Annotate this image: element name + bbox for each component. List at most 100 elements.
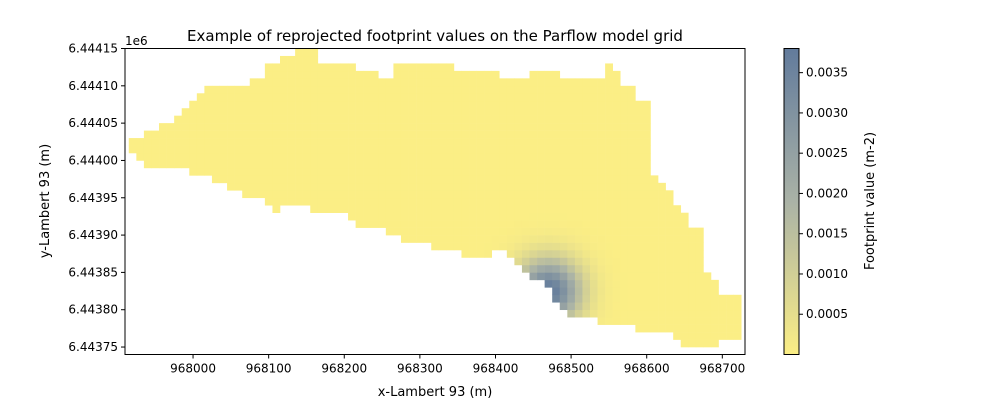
heatmap-cell — [370, 85, 379, 94]
heatmap-cell — [582, 227, 591, 236]
heatmap-cell — [680, 227, 689, 236]
heatmap-cell — [469, 235, 477, 243]
heatmap-cell — [544, 242, 553, 251]
heatmap-cell — [423, 63, 432, 72]
heatmap-cell — [582, 302, 591, 311]
heatmap-cell — [249, 175, 258, 184]
heatmap-cell — [211, 100, 220, 109]
heatmap-cell — [242, 160, 251, 169]
heatmap-cell — [317, 123, 326, 131]
heatmap-cell — [242, 167, 251, 176]
heatmap-cell — [521, 123, 530, 131]
heatmap-cell — [416, 190, 424, 199]
heatmap-cell — [544, 212, 553, 221]
heatmap-cell — [642, 108, 651, 116]
heatmap-cell — [559, 250, 568, 258]
heatmap-cell — [393, 160, 402, 169]
heatmap-cell — [590, 100, 598, 109]
heatmap-cell — [582, 257, 591, 266]
heatmap-cell — [469, 93, 477, 102]
heatmap-cell — [574, 160, 583, 169]
heatmap-cell — [378, 152, 387, 161]
heatmap-cell — [476, 108, 485, 116]
heatmap-cell — [438, 175, 447, 184]
heatmap-cell — [537, 257, 545, 266]
heatmap-cell — [393, 93, 402, 102]
heatmap-cell — [680, 272, 689, 281]
heatmap-cell — [370, 100, 379, 109]
heatmap-cell — [506, 93, 515, 102]
heatmap-cell — [590, 115, 598, 124]
heatmap-cell — [688, 264, 697, 273]
heatmap-cell — [590, 287, 598, 296]
heatmap-cell — [635, 145, 644, 154]
heatmap-cell — [469, 250, 477, 258]
heatmap-cell — [529, 272, 538, 281]
heatmap-cell — [506, 175, 515, 184]
heatmap-cell — [597, 287, 606, 296]
heatmap-cell — [491, 85, 500, 94]
heatmap-cell — [438, 70, 447, 79]
heatmap-cell — [582, 145, 591, 154]
heatmap-cell — [272, 130, 281, 139]
heatmap-cell — [272, 197, 281, 206]
heatmap-cell — [287, 93, 296, 102]
heatmap-cell — [317, 85, 326, 94]
colorbar-tick-label: 0.0015 — [806, 227, 848, 241]
heatmap-cell — [499, 123, 508, 131]
heatmap-cell — [219, 115, 228, 124]
heatmap-cell — [612, 294, 621, 303]
heatmap-cell — [280, 175, 288, 184]
heatmap-cell — [703, 302, 712, 311]
heatmap-cell — [529, 152, 538, 161]
heatmap-cell — [393, 227, 402, 236]
heatmap-cell — [310, 182, 319, 191]
heatmap-cell — [597, 85, 606, 94]
heatmap-cell — [385, 138, 394, 146]
heatmap-cell — [431, 227, 440, 236]
heatmap-cell — [567, 175, 576, 184]
heatmap-cell — [612, 108, 621, 116]
heatmap-cell — [642, 145, 651, 154]
heatmap-cell — [469, 130, 477, 139]
heatmap-cell — [552, 272, 561, 281]
heatmap-cell — [567, 182, 576, 191]
heatmap-cell — [453, 242, 462, 251]
heatmap-cell — [355, 115, 364, 124]
heatmap-cell — [567, 85, 576, 94]
heatmap-cell — [574, 145, 583, 154]
heatmap-cell — [310, 85, 319, 94]
heatmap-cell — [620, 309, 629, 318]
heatmap-cell — [552, 123, 561, 131]
heatmap-cell — [280, 197, 288, 206]
heatmap-cell — [416, 145, 424, 154]
heatmap-cell — [642, 212, 651, 221]
heatmap-cell — [264, 145, 273, 154]
heatmap-cell — [537, 205, 545, 213]
heatmap-cell — [582, 309, 591, 318]
heatmap-cell — [393, 205, 402, 213]
heatmap-cell — [400, 138, 409, 146]
heatmap-cell — [521, 85, 530, 94]
heatmap-cell — [642, 115, 651, 124]
heatmap-cell — [264, 197, 273, 206]
heatmap-cell — [166, 123, 175, 131]
heatmap-cell — [590, 123, 598, 131]
heatmap-cell — [605, 182, 613, 191]
heatmap-cell — [484, 138, 493, 146]
heatmap-cell — [423, 123, 432, 131]
heatmap-cell — [408, 220, 417, 228]
heatmap-cell — [552, 85, 561, 94]
heatmap-cell — [257, 108, 266, 116]
heatmap-cell — [620, 220, 629, 228]
heatmap-cell — [370, 93, 379, 102]
heatmap-cell — [506, 242, 515, 251]
heatmap-cell — [227, 85, 235, 94]
heatmap-cell — [680, 309, 689, 318]
heatmap-cell — [665, 227, 674, 236]
heatmap-cell — [597, 272, 606, 281]
heatmap-cell — [491, 235, 500, 243]
heatmap-cell — [695, 242, 704, 251]
heatmap-cell — [159, 145, 167, 154]
heatmap-cell — [627, 115, 636, 124]
